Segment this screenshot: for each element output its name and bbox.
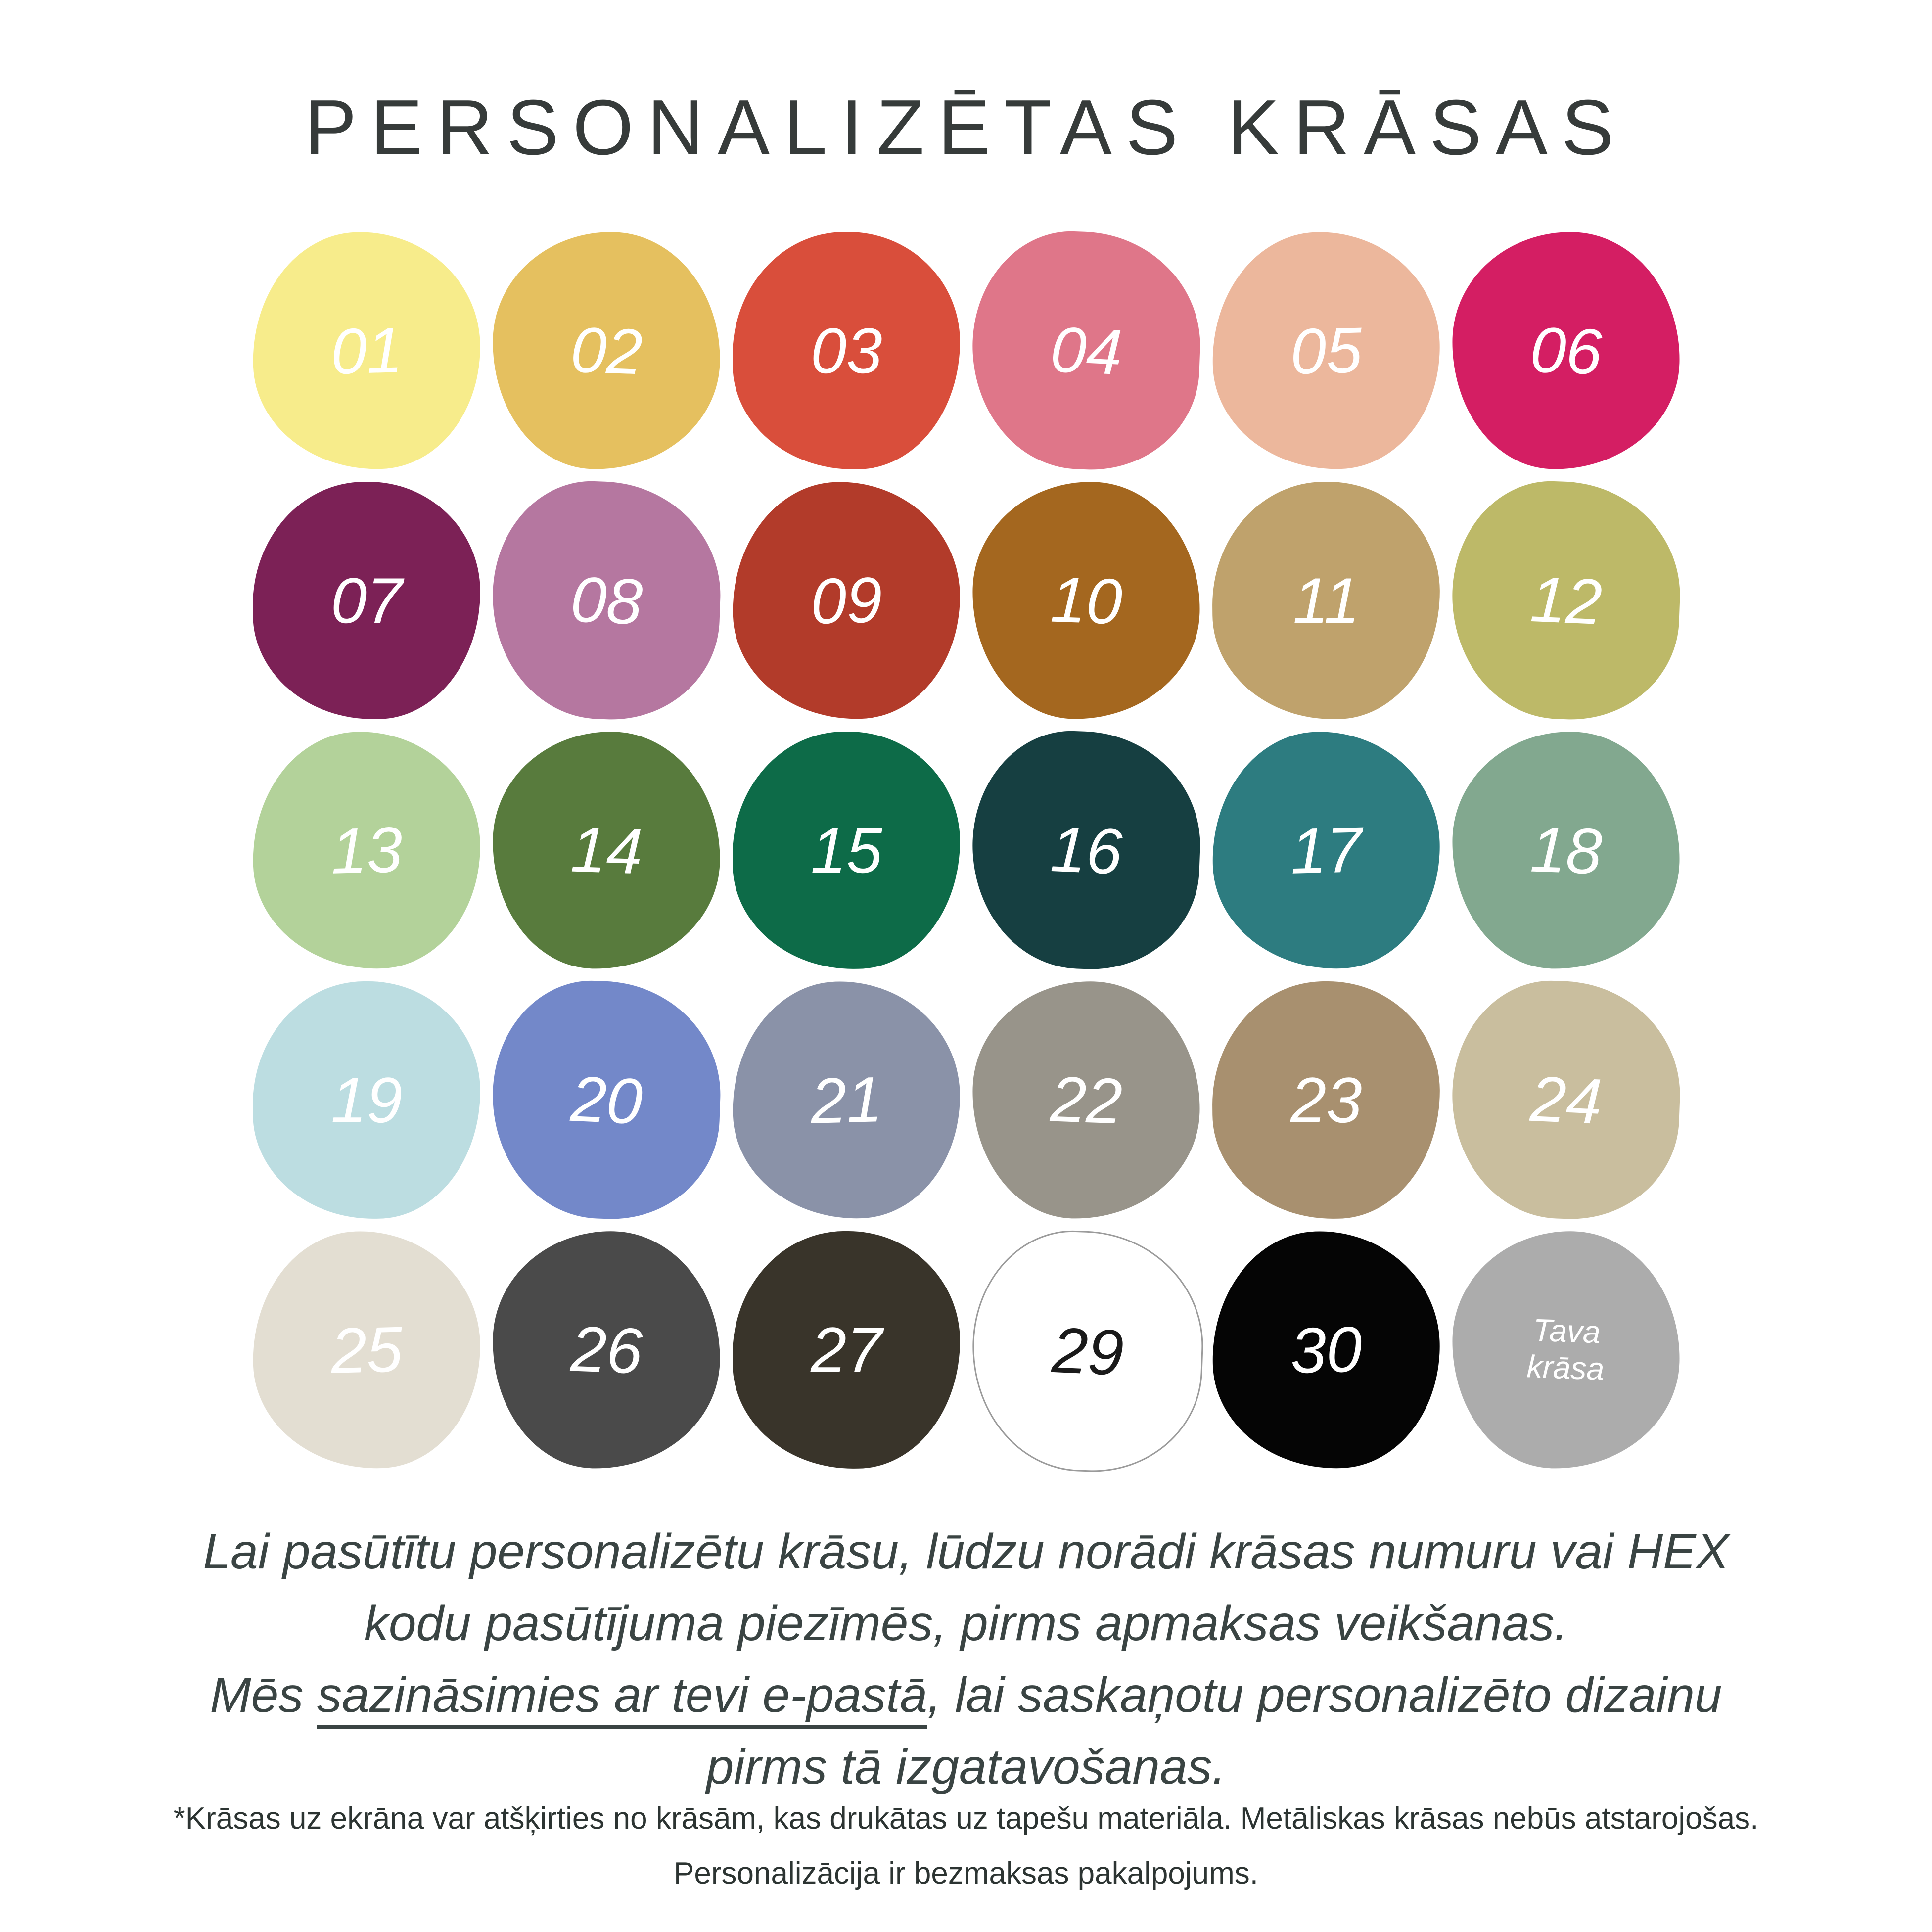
color-swatch-20: 20 (488, 977, 724, 1223)
swatch-label: 20 (569, 1062, 644, 1138)
color-swatch-14: 14 (489, 729, 723, 972)
color-swatch-29: 29 (968, 1227, 1207, 1475)
color-swatch-12: 12 (1448, 478, 1684, 723)
swatch-label: 10 (1049, 563, 1123, 638)
swatch-label: 23 (1290, 1064, 1362, 1136)
footnote-line-2: Personalizācija ir bezmaksas pakalpojums… (674, 1856, 1258, 1891)
email-contact-underlined-text: sazināsimies ar tevi e-pastā (317, 1667, 927, 1729)
color-swatch-22: 22 (969, 978, 1203, 1222)
swatch-grid: 01 02 03 04 05 06 07 08 09 10 11 12 13 14 15 16 17 18 19 20… (248, 228, 1684, 1475)
color-swatch-08: 08 (488, 478, 724, 723)
swatch-label: 16 (1049, 812, 1123, 888)
swatch-label: 15 (810, 814, 882, 887)
color-swatch-02: 02 (489, 229, 723, 472)
swatch-label: 29 (1050, 1313, 1125, 1389)
color-swatch-30: 30 (1208, 1227, 1444, 1472)
instruction-line-2: kodu pasūtījuma piezīmēs, pirms apmaksas… (364, 1596, 1568, 1651)
swatch-label: 25 (329, 1313, 403, 1387)
color-swatch-25: 25 (248, 1227, 484, 1472)
instruction-line-1: Lai pasūtītu personalizētu krāsu, lūdzu … (203, 1524, 1729, 1579)
color-swatch-10: 10 (969, 479, 1203, 722)
color-swatch-tava-krāsa: Tava krāsa (1449, 1228, 1683, 1472)
swatch-label: 30 (1289, 1313, 1363, 1387)
swatch-label: 26 (569, 1312, 644, 1387)
color-swatch-26: 26 (489, 1228, 723, 1472)
swatch-label: 18 (1528, 813, 1603, 888)
color-swatch-15: 15 (731, 731, 961, 970)
swatch-label: 24 (1528, 1062, 1603, 1138)
swatch-label: 14 (569, 813, 644, 888)
instruction-line-3: Mēs sazināsimies ar tevi e-pastā, lai sa… (210, 1667, 1722, 1729)
color-swatch-19: 19 (251, 980, 481, 1220)
swatch-label: 03 (810, 315, 882, 387)
color-swatch-24: 24 (1448, 977, 1684, 1223)
color-swatch-17: 17 (1208, 728, 1444, 973)
swatch-label: Tava krāsa (1525, 1312, 1605, 1387)
swatch-label: 13 (329, 813, 403, 887)
color-swatch-21: 21 (728, 977, 964, 1223)
ordering-instructions: Lai pasūtītu personalizētu krāsu, lūdzu … (203, 1516, 1729, 1803)
swatch-label: 21 (809, 1063, 883, 1137)
color-swatch-13: 13 (248, 728, 484, 973)
color-swatch-04: 04 (968, 228, 1204, 473)
color-swatch-05: 05 (1208, 228, 1444, 473)
color-swatch-18: 18 (1449, 729, 1683, 972)
color-swatch-23: 23 (1211, 980, 1441, 1220)
footnote-line-1: *Krāsas uz ekrāna var atšķirties no krās… (173, 1801, 1759, 1836)
color-swatch-11: 11 (1211, 481, 1441, 720)
color-swatch-01: 01 (248, 228, 484, 473)
color-swatch-03: 03 (731, 231, 961, 470)
instruction-line-4: pirms tā izgatavošanas. (706, 1739, 1226, 1794)
color-swatch-16: 16 (968, 728, 1204, 973)
swatch-label: 12 (1528, 562, 1603, 639)
color-swatch-07: 07 (251, 481, 481, 720)
swatch-label: 09 (809, 563, 883, 638)
swatch-label: 01 (329, 314, 403, 388)
swatch-label: 08 (569, 562, 644, 639)
swatch-label: 05 (1289, 314, 1363, 388)
swatch-label: 11 (1292, 564, 1359, 637)
footnote: *Krāsas uz ekrāna var atšķirties no krās… (0, 1791, 1932, 1901)
color-swatch-09: 09 (728, 478, 964, 723)
swatch-label: 06 (1528, 313, 1603, 388)
swatch-label: 17 (1289, 813, 1363, 887)
swatch-label: 04 (1049, 313, 1123, 389)
page-title: PERSONALIZĒTAS KRĀSAS (304, 84, 1628, 171)
swatch-label: 22 (1049, 1062, 1123, 1138)
swatch-label: 07 (330, 564, 402, 637)
swatch-label: 02 (569, 313, 644, 388)
swatch-label: 19 (330, 1064, 402, 1136)
color-swatch-27: 27 (731, 1230, 961, 1470)
swatch-label: 27 (810, 1314, 882, 1386)
color-swatch-06: 06 (1449, 229, 1683, 472)
